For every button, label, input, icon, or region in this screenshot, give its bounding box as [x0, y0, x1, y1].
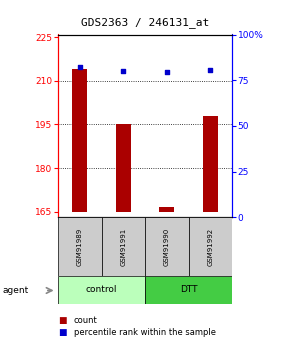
Text: GSM91991: GSM91991	[120, 228, 126, 266]
Text: GSM91989: GSM91989	[77, 228, 83, 266]
FancyBboxPatch shape	[58, 217, 102, 276]
Bar	[203, 116, 218, 211]
Text: percentile rank within the sample: percentile rank within the sample	[74, 328, 216, 337]
Text: DTT: DTT	[180, 285, 197, 294]
Point	[164, 69, 169, 75]
FancyBboxPatch shape	[58, 276, 145, 304]
FancyBboxPatch shape	[102, 217, 145, 276]
Text: count: count	[74, 316, 98, 325]
Bar	[72, 69, 87, 211]
Bar	[116, 125, 131, 211]
Text: GSM91992: GSM91992	[207, 228, 213, 266]
Point	[77, 65, 82, 70]
Text: ■: ■	[58, 328, 66, 337]
Text: GDS2363 / 246131_at: GDS2363 / 246131_at	[81, 17, 209, 28]
Bar	[159, 207, 174, 211]
FancyBboxPatch shape	[188, 217, 232, 276]
FancyBboxPatch shape	[145, 276, 232, 304]
Text: control: control	[86, 285, 117, 294]
Point	[121, 68, 126, 74]
Point	[208, 67, 213, 73]
FancyBboxPatch shape	[145, 217, 188, 276]
Text: GSM91990: GSM91990	[164, 228, 170, 266]
Text: agent: agent	[3, 286, 29, 295]
Text: ■: ■	[58, 316, 66, 325]
